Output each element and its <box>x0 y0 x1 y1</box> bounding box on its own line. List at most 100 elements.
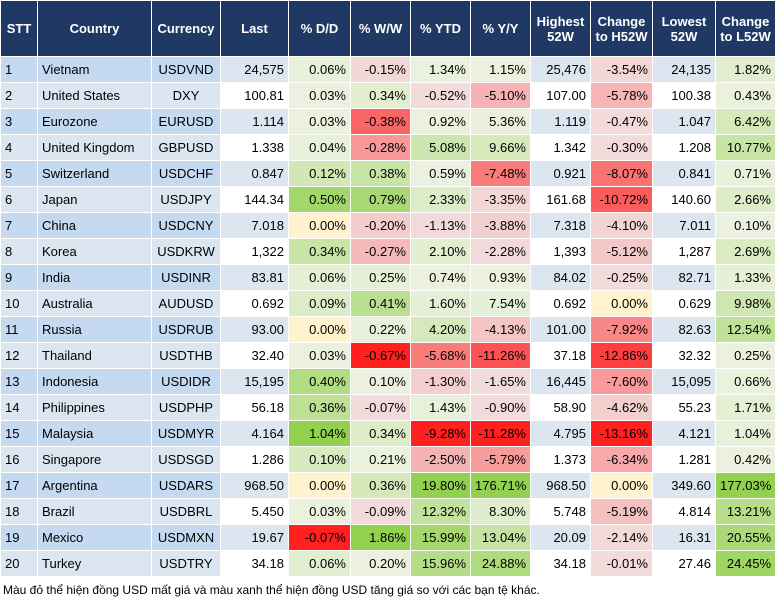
value-cell: 5.748 <box>530 498 591 525</box>
value-cell: 0.10% <box>350 368 411 395</box>
value-cell: -3.54% <box>590 56 653 83</box>
footnote: Màu đỏ thể hiện đồng USD mất giá và màu … <box>3 583 540 597</box>
header-cell: Change to L52W <box>715 0 776 57</box>
value-cell: 15.96% <box>410 550 471 577</box>
value-cell: -4.13% <box>470 316 531 343</box>
value-cell: 1.60% <box>410 290 471 317</box>
index: 20 <box>0 550 38 577</box>
value-cell: -2.50% <box>410 446 471 473</box>
value-cell: 1.286 <box>220 446 289 473</box>
value-cell: 2.10% <box>410 238 471 265</box>
value-cell: 0.20% <box>350 550 411 577</box>
value-cell: 1.338 <box>220 134 289 161</box>
value-cell: 100.81 <box>220 82 289 109</box>
value-cell: -0.52% <box>410 82 471 109</box>
value-cell: 107.00 <box>530 82 591 109</box>
value-cell: 55.23 <box>652 394 716 421</box>
header-cell: STT <box>0 0 38 57</box>
value-cell: 0.10% <box>288 446 351 473</box>
value-cell: 1.86% <box>350 524 411 551</box>
value-cell: -7.48% <box>470 160 531 187</box>
value-cell: 20.09 <box>530 524 591 551</box>
value-cell: -0.90% <box>470 394 531 421</box>
currency: USDCNY <box>151 212 221 239</box>
value-cell: 1.373 <box>530 446 591 473</box>
value-cell: 144.34 <box>220 186 289 213</box>
value-cell: 4.20% <box>410 316 471 343</box>
country: Russia <box>37 316 152 343</box>
value-cell: -2.14% <box>590 524 653 551</box>
value-cell: 1.119 <box>530 108 591 135</box>
value-cell: 24.88% <box>470 550 531 577</box>
value-cell: -0.28% <box>350 134 411 161</box>
country: Korea <box>37 238 152 265</box>
value-cell: 0.21% <box>350 446 411 473</box>
value-cell: 0.12% <box>288 160 351 187</box>
index: 4 <box>0 134 38 161</box>
value-cell: 0.06% <box>288 550 351 577</box>
currency: USDVND <box>151 56 221 83</box>
header-cell: Change to H52W <box>590 0 653 57</box>
value-cell: 93.00 <box>220 316 289 343</box>
value-cell: 0.06% <box>288 56 351 83</box>
country: Australia <box>37 290 152 317</box>
value-cell: 140.60 <box>652 186 716 213</box>
currency: USDCHF <box>151 160 221 187</box>
value-cell: 0.847 <box>220 160 289 187</box>
value-cell: -0.30% <box>590 134 653 161</box>
value-cell: 0.36% <box>288 394 351 421</box>
value-cell: 19.80% <box>410 472 471 499</box>
table-body: 1 Vietnam USDVND 24,575 0.06% -0.15% 1.34% 1.15… <box>0 56 776 577</box>
value-cell: -3.88% <box>470 212 531 239</box>
value-cell: -4.10% <box>590 212 653 239</box>
index: 13 <box>0 368 38 395</box>
value-cell: 0.40% <box>288 368 351 395</box>
value-cell: 0.03% <box>288 342 351 369</box>
value-cell: 15.99% <box>410 524 471 551</box>
value-cell: 1.208 <box>652 134 716 161</box>
value-cell: 0.692 <box>220 290 289 317</box>
value-cell: 15,195 <box>220 368 289 395</box>
currency: DXY <box>151 82 221 109</box>
value-cell: -12.86% <box>590 342 653 369</box>
value-cell: 1.15% <box>470 56 531 83</box>
currency: USDRUB <box>151 316 221 343</box>
table-row: 8 Korea USDKRW 1,322 0.34% -0.27% 2.10% -2.28% 1… <box>0 238 776 265</box>
country: United States <box>37 82 152 109</box>
value-cell: 2.33% <box>410 186 471 213</box>
value-cell: 19.67 <box>220 524 289 551</box>
country: Brazil <box>37 498 152 525</box>
value-cell: 0.41% <box>350 290 411 317</box>
value-cell: 349.60 <box>652 472 716 499</box>
value-cell: -5.78% <box>590 82 653 109</box>
value-cell: 176.71% <box>470 472 531 499</box>
value-cell: 34.18 <box>220 550 289 577</box>
currency: USDPHP <box>151 394 221 421</box>
value-cell: -0.47% <box>590 108 653 135</box>
fx-table: STT Country Currency Last% D/D% W/W% YTD% Y… <box>0 0 776 577</box>
value-cell: 56.18 <box>220 394 289 421</box>
value-cell: -0.09% <box>350 498 411 525</box>
header-cell: Country <box>37 0 152 57</box>
currency: USDKRW <box>151 238 221 265</box>
table-row: 17 Argentina USDARS 968.50 0.00% 0.36% 19.80% 1… <box>0 472 776 499</box>
value-cell: 0.00% <box>288 316 351 343</box>
table-row: 16 Singapore USDSGD 1.286 0.10% 0.21% -2.50% -5… <box>0 446 776 473</box>
country: Malaysia <box>37 420 152 447</box>
value-cell: 24.45% <box>715 550 776 577</box>
value-cell: 0.00% <box>288 212 351 239</box>
country: Thailand <box>37 342 152 369</box>
value-cell: 0.00% <box>590 290 653 317</box>
value-cell: 5.450 <box>220 498 289 525</box>
value-cell: 968.50 <box>220 472 289 499</box>
table-row: 5 Switzerland USDCHF 0.847 0.12% 0.38% 0.59% -7… <box>0 160 776 187</box>
header-cell: Last <box>220 0 289 57</box>
table-row: 18 Brazil USDBRL 5.450 0.03% -0.09% 12.32% 8.30… <box>0 498 776 525</box>
value-cell: 34.18 <box>530 550 591 577</box>
value-cell: 0.03% <box>288 108 351 135</box>
header-cell: Highest 52W <box>530 0 591 57</box>
index: 9 <box>0 264 38 291</box>
value-cell: 161.68 <box>530 186 591 213</box>
currency: USDTHB <box>151 342 221 369</box>
